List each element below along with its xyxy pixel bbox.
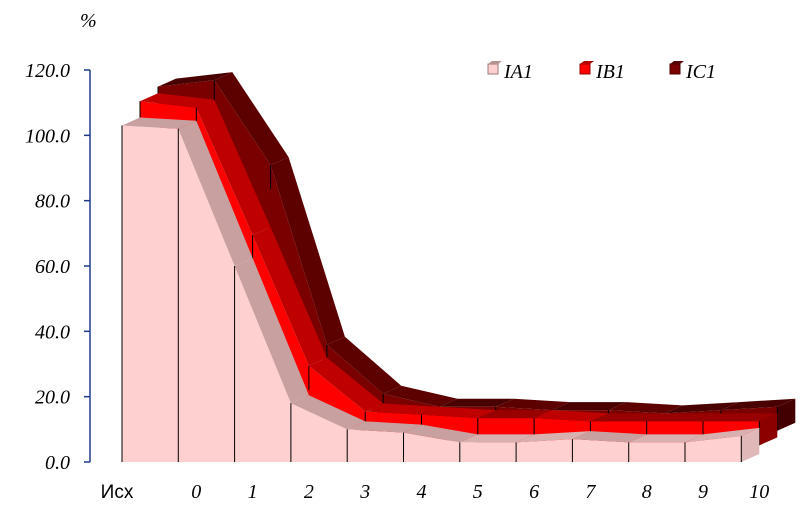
x-tick-label: 4 [417,481,427,503]
x-tick-label: 6 [529,481,539,503]
x-tick-label: 2 [304,481,314,503]
series-ia1-top-segment [516,431,591,443]
series-ib1-top-segment [252,227,327,366]
y-tick-label: 60.0 [35,256,70,278]
y-tick-label: 0.0 [45,452,70,474]
series-ib1-top-segment [703,413,778,422]
y-tick-label: 20.0 [35,387,70,409]
series-ib1-top-segment [590,413,665,422]
series-ib1-face [140,101,760,446]
series-ia1-top-segment [178,120,253,266]
series-ic1-end-cap [777,398,796,431]
series-ib1-top-segment [646,413,721,422]
x-tick-label: 7 [585,481,596,503]
x-tick-label: 0 [191,481,201,503]
series-ib1-top-segment [534,410,609,422]
series-ib1-top-segment [308,357,384,412]
series-ib1-top-segment [421,406,496,419]
x-tick-label: 10 [749,481,769,503]
series-ia1-top-segment [290,395,366,430]
y-tick-label: 120.0 [25,60,70,82]
series-ic1-top-segment [383,385,458,407]
series-ia1-top-segment [628,434,703,443]
series-ic1-top-segment [214,72,289,166]
series-ic1-top-segment [664,402,739,414]
series-ia1-top-segment [234,258,309,404]
series-ib1-end-cap [759,413,778,446]
x-tick-label: 1 [248,481,258,503]
legend-swatch-top [488,61,502,64]
legend-swatch-top [670,61,684,64]
legend-label-ic1: IC1 [685,61,716,83]
y-tick-label: 40.0 [35,321,70,343]
legend: IA1 IB1 IC1 [487,61,716,83]
series-ic1-top-segment [326,336,402,394]
series-ic1-top-segment [608,402,683,414]
x-tick-label: 8 [642,481,652,503]
series-ib1-top-segment [140,93,215,108]
legend-swatch-ib1 [579,63,591,75]
series-ib1-top-segment [365,403,440,415]
x-tick-label: 9 [698,481,708,503]
series-ia1-top-segment [685,427,760,443]
y-tick-label: 100.0 [25,125,70,147]
series-ia1-face [122,125,742,463]
series-ia1-top-segment [122,117,197,129]
legend-label-ia1: IA1 [503,61,533,83]
series-ia1-top-segment [403,424,478,443]
series-ic1-top-segment [158,72,233,87]
series-ia1-top-segment [459,434,535,443]
x-tick-label: Исх [101,482,134,503]
series-ic1-top-segment [439,398,514,407]
series-ic1-top-segment [552,402,627,411]
series-ib1-top-segment [196,99,271,236]
series-ic1-top-segment [495,398,571,411]
series-ib1-top-segment [477,410,553,419]
x-tick-label: 3 [359,481,370,503]
unit-label: % [80,10,97,32]
y-tick-label: 80.0 [35,191,70,213]
series-ic1-top-segment [270,157,345,345]
legend-label-ib1: IB1 [595,61,625,83]
series-ia1-top-segment [572,431,647,443]
legend-swatch-top [580,61,594,64]
legend-swatch-ic1 [669,63,681,75]
series-ia1-end-cap [741,427,760,462]
legend-swatch-ia1 [487,63,499,75]
series-ia1-top-segment [347,421,422,433]
series-ic1-top-segment [721,398,796,411]
x-tick-label: 5 [473,481,483,503]
